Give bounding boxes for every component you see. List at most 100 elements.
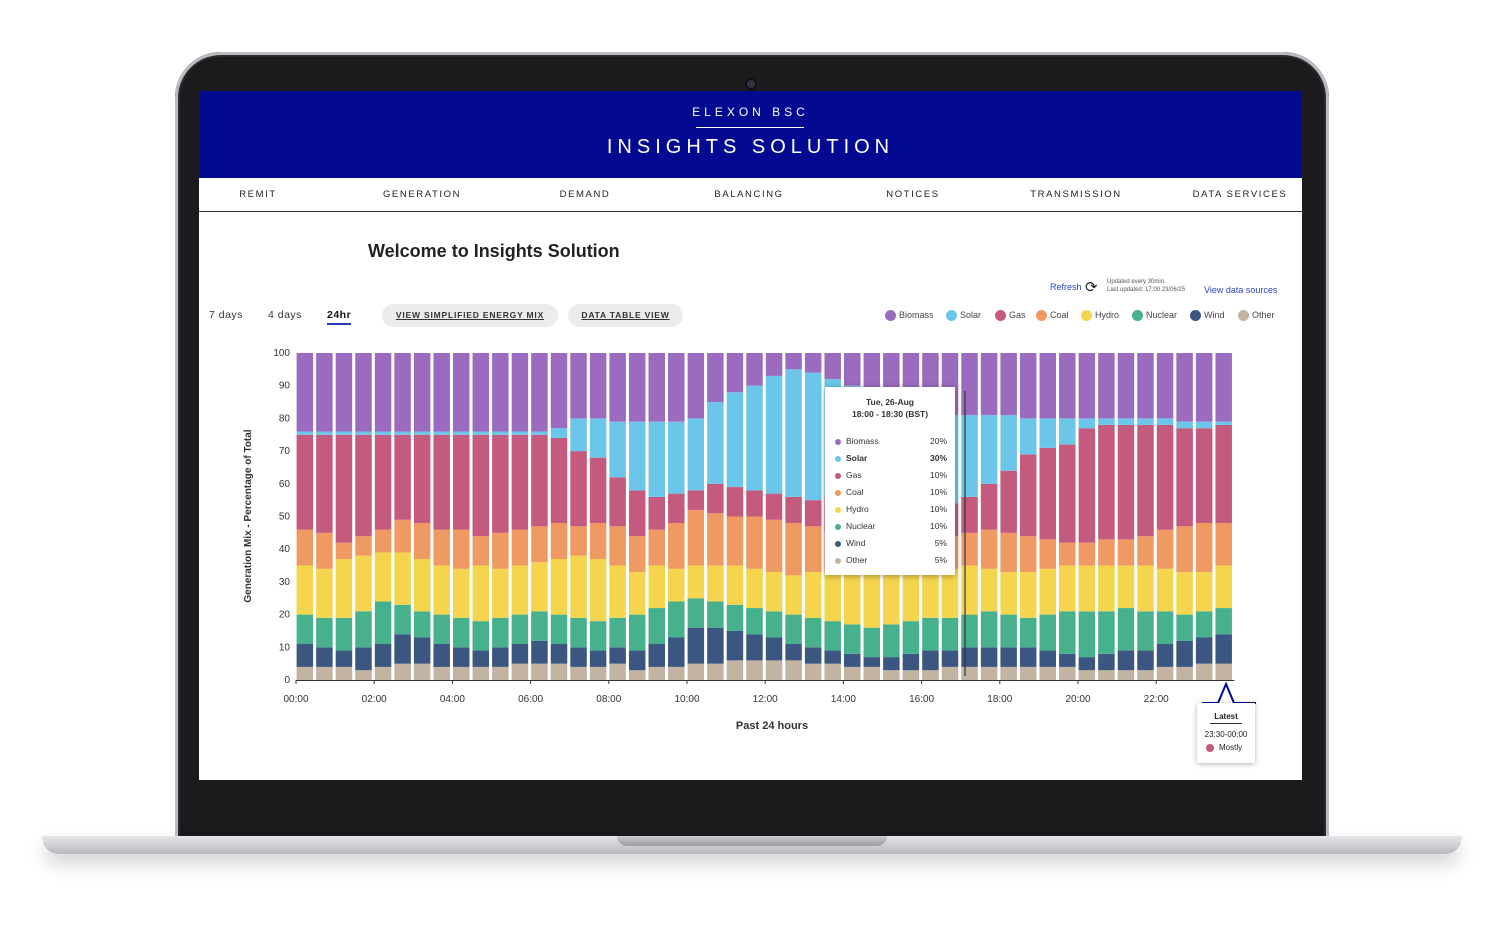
x-tick-label: 02:00 (362, 694, 387, 705)
bar-segment-wind (726, 630, 744, 661)
nav-remit[interactable]: REMIT (239, 189, 277, 200)
y-tick-label: 40 (279, 544, 291, 555)
bar-segment-biomass (824, 353, 841, 380)
bar-segment-hydro (1059, 565, 1076, 612)
legend-item-solar[interactable]: Solar (946, 308, 981, 322)
bar-segment-biomass (804, 353, 822, 373)
main-nav: REMIT GENERATION DEMAND BALANCING NOTICE… (199, 178, 1302, 212)
bar-segment-biomass (531, 353, 548, 432)
latest-status-dot (1206, 744, 1214, 752)
tooltip-dot (835, 524, 841, 530)
bar-segment-coal (531, 526, 548, 563)
bar-segment-wind (355, 647, 372, 671)
legend-item-coal[interactable]: Coal (1036, 308, 1069, 322)
legend-item-biomass[interactable]: Biomass (885, 308, 934, 322)
chart-tooltip: Tue, 26-Aug 18:00 - 18:30 (BST) Biomass 2… (825, 387, 955, 575)
bar-segment-other (804, 663, 822, 680)
legend-item-hydro[interactable]: Hydro (1081, 308, 1119, 322)
x-tick-label: 20:00 (1065, 694, 1090, 705)
bar-segment-hydro (1137, 565, 1154, 612)
tooltip-dot (835, 541, 841, 547)
legend-item-gas[interactable]: Gas (995, 308, 1026, 322)
bar-segment-nuclear (941, 617, 959, 651)
bar-segment-hydro (531, 562, 548, 612)
bar-segment-hydro (1078, 565, 1096, 612)
bar-segment-nuclear (746, 608, 763, 635)
bar-segment-nuclear (1019, 617, 1037, 648)
bar-segment-gas (492, 434, 509, 533)
bar-segment-biomass (707, 353, 724, 403)
bar-segment-nuclear (570, 617, 587, 648)
bar-segment-wind (668, 637, 685, 667)
bar-segment-wind (1156, 644, 1174, 667)
nav-transmission[interactable]: TRANSMISSION (1030, 189, 1122, 200)
view-data-sources-link[interactable]: View data sources (1204, 285, 1278, 295)
site-header: ELEXON BSC INSIGHTS SOLUTION (199, 91, 1302, 178)
tooltip-series-value: 10% (929, 470, 947, 480)
nav-notices[interactable]: NOTICES (886, 189, 940, 200)
bar-segment-biomass (589, 353, 607, 419)
refresh-icon[interactable]: ⟳ (1085, 279, 1098, 296)
bar-segment-hydro (550, 559, 568, 615)
bar-segment-solar (511, 431, 529, 435)
bar-segment-gas (394, 434, 411, 520)
bar-segment-biomass (687, 353, 705, 419)
bar-segment-solar (453, 431, 470, 435)
bar-segment-nuclear (726, 604, 744, 631)
tooltip-row-other: Other 5% (835, 555, 947, 567)
latest-marker-card[interactable]: Latest 23:30-00:00 Mostly (1197, 703, 1255, 763)
range-7-days[interactable]: 7 days (209, 309, 243, 321)
bar-segment-gas (453, 434, 470, 530)
bar-segment-hydro (1039, 568, 1056, 615)
bar-segment-other (1000, 666, 1017, 680)
bar-segment-other (922, 670, 939, 680)
x-tick-label: 04:00 (440, 694, 465, 705)
bar-segment-coal (746, 516, 763, 569)
data-table-view-button[interactable]: DATA TABLE VIEW (568, 304, 683, 327)
bar-segment-hydro (726, 565, 744, 605)
tooltip-dot (835, 456, 841, 462)
bar-segment-wind (922, 650, 939, 671)
bar-segment-nuclear (1137, 611, 1154, 651)
bar-segment-hydro (844, 568, 861, 625)
bar-segment-gas (765, 493, 783, 520)
view-simplified-energy-mix-button[interactable]: VIEW SIMPLIFIED ENERGY MIX (382, 304, 558, 327)
legend-item-nuclear[interactable]: Nuclear (1132, 308, 1177, 322)
y-tick-label: 60 (279, 479, 291, 490)
bar-segment-nuclear (980, 611, 998, 648)
nav-balancing[interactable]: BALANCING (714, 189, 784, 200)
bar-segment-biomass (335, 353, 353, 432)
range-4-days[interactable]: 4 days (268, 309, 302, 321)
last-updated: Last updated: 17:00 23/06/25 (1107, 287, 1186, 293)
bar-segment-nuclear (1117, 608, 1135, 651)
legend-dot (1081, 309, 1092, 321)
nav-generation[interactable]: GENERATION (382, 189, 462, 200)
bar-segment-gas (1039, 447, 1056, 540)
bar-segment-other (648, 666, 665, 680)
tooltip-row-hydro: Hydro 10% (835, 504, 947, 516)
refresh-link[interactable]: Refresh (1050, 282, 1082, 292)
nav-demand[interactable]: DEMAND (559, 189, 611, 200)
bar-segment-wind (746, 634, 763, 661)
range-24hr[interactable]: 24hr (327, 309, 352, 325)
legend-item-wind[interactable]: Wind (1190, 308, 1225, 322)
bar-segment-hydro (1195, 572, 1213, 612)
bar-segment-other (531, 663, 548, 680)
bar-segment-nuclear (609, 617, 626, 648)
nav-data-services[interactable]: DATA SERVICES (1192, 189, 1288, 200)
bar-segment-gas (1195, 428, 1213, 524)
bar-segment-nuclear (296, 614, 314, 645)
bar-segment-biomass (1215, 353, 1232, 422)
x-tick-label: 00:00 (283, 694, 308, 705)
bar-segment-wind (394, 634, 411, 664)
bar-segment-solar (1176, 421, 1193, 429)
legend-item-other[interactable]: Other (1238, 308, 1275, 322)
bar-segment-other (1215, 663, 1232, 680)
bar-segment-gas (687, 490, 705, 510)
bar-segment-biomass (570, 353, 587, 419)
bar-segment-hydro (687, 565, 705, 599)
tooltip-dot (835, 490, 841, 496)
bar-segment-other (1019, 666, 1037, 680)
bar-segment-coal (785, 523, 802, 576)
bar-segment-nuclear (355, 611, 372, 648)
